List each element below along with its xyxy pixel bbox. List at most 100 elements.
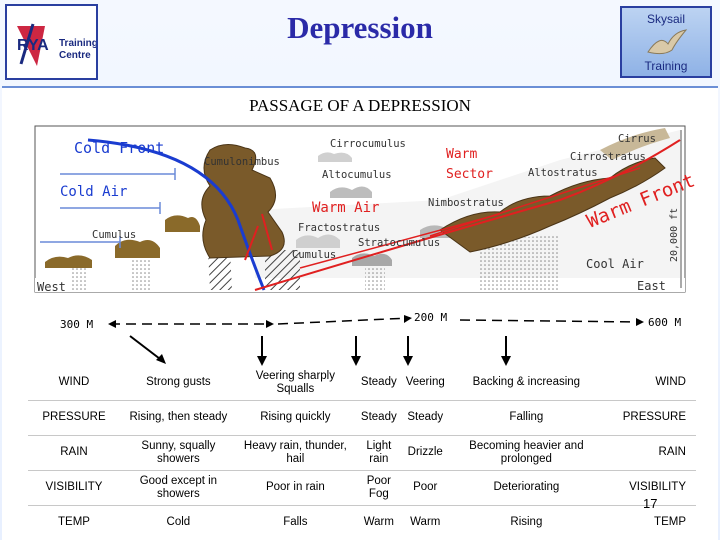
cold-front-label: Cold Front bbox=[74, 139, 164, 157]
table-cell: Deteriorating bbox=[446, 470, 606, 506]
table-cell: Falling bbox=[446, 400, 606, 436]
observation-table: WIND Strong gusts Veering sharply Squall… bbox=[28, 366, 696, 540]
table-cell: Backing & increasing bbox=[472, 376, 581, 389]
row-label: RAIN bbox=[28, 435, 120, 471]
page-number: 17 bbox=[643, 496, 658, 511]
cirrostratus-cloud bbox=[600, 128, 670, 160]
light-rain bbox=[365, 260, 385, 290]
cumulonimbus-cloud bbox=[201, 144, 285, 259]
table-cell: Rising, then steady bbox=[120, 400, 237, 436]
updraft-2 bbox=[261, 213, 273, 251]
table-row: PRESSURE Rising, then steady Rising quic… bbox=[28, 400, 696, 436]
row-label-right: RAIN bbox=[606, 435, 696, 471]
row-label: WIND bbox=[58, 376, 90, 389]
row-label: TEMP bbox=[28, 505, 120, 540]
warm-air-label: Warm Air bbox=[312, 200, 379, 216]
table-cell: Rising bbox=[446, 505, 606, 540]
skysail-logo-bottom: Training bbox=[644, 59, 688, 73]
shower-1 bbox=[130, 260, 150, 290]
distance-right-label: 600 M bbox=[648, 316, 681, 329]
fractostratus-label: Fractostratus bbox=[298, 222, 380, 234]
table-cell: Poor Fog bbox=[353, 470, 404, 506]
row-label: PRESSURE bbox=[28, 400, 120, 436]
table-cell: Light rain bbox=[353, 435, 404, 471]
altocumulus-cloud bbox=[330, 186, 372, 198]
warm-front-line bbox=[254, 139, 681, 291]
row-label-right: WIND bbox=[655, 376, 686, 389]
table-cell: Steady bbox=[360, 376, 397, 389]
table-cell: Veering bbox=[405, 376, 445, 389]
rya-logo: RYA Training Centre bbox=[5, 4, 98, 80]
shower-2 bbox=[72, 268, 86, 290]
altocumulus-label: Altocumulus bbox=[322, 169, 392, 181]
warm-sector-label-2: Sector bbox=[446, 167, 493, 182]
table-cell: Poor bbox=[403, 470, 447, 506]
cumulus-cloud-3 bbox=[165, 215, 200, 232]
row-label-right: TEMP bbox=[606, 505, 696, 540]
row-label-right: PRESSURE bbox=[606, 400, 696, 436]
height-label: 20,000 ft bbox=[669, 208, 680, 262]
east-label: East bbox=[637, 279, 666, 293]
updraft-1 bbox=[244, 225, 259, 261]
cirrostratus-label: Cirrostratus bbox=[570, 151, 646, 163]
table-cell: Becoming heavier and prolonged bbox=[446, 435, 606, 471]
column-pointers bbox=[129, 335, 507, 363]
warm-air-flow-1 bbox=[299, 213, 501, 269]
table-row: VISIBILITY Good except in showers Poor i… bbox=[28, 470, 696, 506]
cold-front-line bbox=[87, 138, 266, 291]
distance-left-label: 300 M bbox=[60, 318, 93, 331]
table-cell: Cold bbox=[120, 505, 237, 540]
distance-middle-label: 200 M bbox=[414, 311, 447, 324]
skysail-logo-top: Skysail bbox=[646, 12, 685, 26]
altostratus-label: Altostratus bbox=[528, 167, 598, 179]
table-cell: Warm bbox=[353, 505, 404, 540]
skysail-logo: Skysail Training bbox=[620, 6, 712, 78]
nimbostratus-cloud bbox=[439, 157, 666, 253]
slide-title: Depression bbox=[287, 10, 433, 45]
frontal-rain bbox=[480, 235, 560, 290]
table-cell: Falls bbox=[236, 505, 354, 540]
table-row: RAIN Sunny, squally showers Heavy rain, … bbox=[28, 435, 696, 471]
logo-line-2: Centre bbox=[59, 50, 91, 61]
bird-icon bbox=[647, 29, 688, 55]
cumulus-mid-label: Cumulus bbox=[292, 249, 336, 261]
cumulus-left-label: Cumulus bbox=[92, 229, 136, 241]
cumulus-cloud-1 bbox=[45, 255, 92, 268]
table-cell: Heavy rain, thunder, hail bbox=[236, 435, 354, 471]
warm-sector-region bbox=[255, 130, 680, 290]
table-row: TEMP Cold Falls Warm Warm Rising TEMP bbox=[28, 505, 696, 540]
table-cell: Sunny, squally showers bbox=[120, 435, 237, 471]
table-cell: Veering sharply Squalls bbox=[255, 369, 335, 395]
table-cell: Poor in rain bbox=[236, 470, 354, 506]
cumulus-cloud-2 bbox=[115, 239, 160, 258]
stratocumulus-cloud bbox=[296, 234, 340, 248]
stratocumulus-label: Stratocumulus bbox=[358, 237, 440, 249]
west-label: West bbox=[37, 280, 66, 294]
table-row: WIND Strong gusts Veering sharply Squall… bbox=[28, 366, 696, 401]
table-cell: Rising quickly bbox=[236, 400, 354, 436]
cold-air-label: Cold Air bbox=[60, 184, 127, 200]
table-cell: Good except in showers bbox=[120, 470, 237, 506]
table-cell: Strong gusts bbox=[146, 376, 211, 389]
row-label: VISIBILITY bbox=[28, 470, 120, 506]
cirrocumulus-label: Cirrocumulus bbox=[330, 138, 406, 150]
logo-brand: RYA bbox=[17, 37, 49, 54]
cool-air-label: Cool Air bbox=[586, 257, 644, 271]
shower-rain-1 bbox=[208, 250, 232, 290]
distance-line-middle bbox=[277, 317, 411, 325]
table-cell: Drizzle bbox=[403, 435, 447, 471]
row-label-right: VISIBILITY bbox=[606, 470, 696, 506]
distance-line-right bbox=[459, 319, 643, 323]
table-cell: Steady bbox=[353, 400, 404, 436]
logo-line-1: Training bbox=[59, 38, 96, 49]
table-cell: Steady bbox=[403, 400, 447, 436]
cirrus-label: Cirrus bbox=[618, 133, 656, 145]
cumulonimbus-label: Cumulonimbus bbox=[204, 156, 280, 168]
cirrocumulus-cloud bbox=[318, 152, 352, 162]
warm-sector-label-1: Warm bbox=[446, 147, 477, 162]
diagram-title: PASSAGE OF A DEPRESSION bbox=[249, 96, 471, 115]
table-cell: Warm bbox=[403, 505, 447, 540]
cumulus-mid-cloud bbox=[352, 253, 392, 266]
warm-air-flow-2 bbox=[429, 167, 641, 237]
